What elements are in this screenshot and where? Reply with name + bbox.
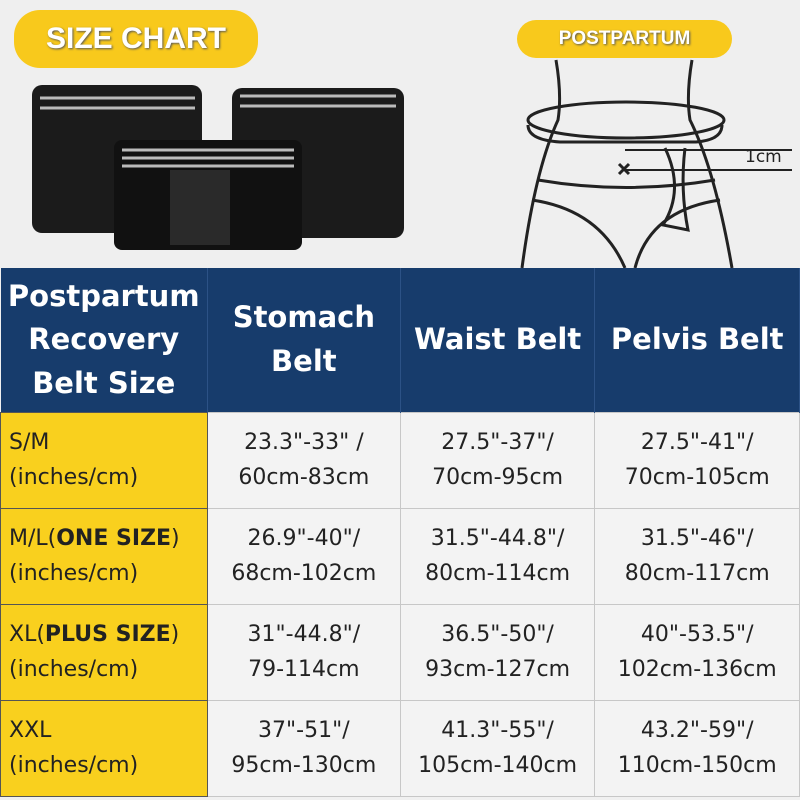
cm-range: 60cm-83cm	[238, 465, 370, 490]
table-row: XXL (inches/cm) 37"-51"/ 95cm-130cm 41.3"-55…	[0, 699, 800, 797]
size-cell: 31.5"-44.8"/ 80cm-114cm	[399, 507, 596, 605]
size-note: PLUS SIZE	[44, 621, 171, 647]
header-pelvis-belt: Pelvis Belt	[594, 268, 800, 412]
cm-range: 110cm-150cm	[617, 753, 777, 778]
size-cell: 27.5"-41"/ 70cm-105cm	[594, 411, 800, 509]
unit-label: (inches/cm)	[9, 657, 139, 682]
waist-measurement-diagram-icon	[520, 59, 792, 268]
size-cell: 26.9"-40"/ 68cm-102cm	[206, 507, 401, 605]
size-cell: 23.3"-33" / 60cm-83cm	[206, 411, 401, 509]
inches-range: 27.5"-41"/	[640, 429, 754, 455]
cm-range: 95cm-130cm	[231, 753, 377, 778]
inches-range: 36.5"-50"/	[441, 621, 554, 647]
header-waist-belt: Waist Belt	[400, 268, 596, 412]
size-name: S/M	[9, 429, 50, 455]
cm-range: 68cm-102cm	[231, 561, 377, 586]
size-label: M/L(ONE SIZE) (inches/cm)	[0, 507, 208, 605]
unit-label: (inches/cm)	[9, 753, 139, 778]
size-label: XXL (inches/cm)	[0, 699, 208, 797]
size-name: XXL	[9, 717, 52, 743]
inches-range: 23.3"-33" /	[244, 429, 364, 455]
cm-range: 105cm-140cm	[418, 753, 578, 778]
size-cell: 43.2"-59"/ 110cm-150cm	[594, 699, 800, 797]
cm-range: 70cm-105cm	[624, 465, 770, 490]
size-note: ONE SIZE	[56, 525, 172, 551]
size-cell: 41.3"-55"/ 105cm-140cm	[399, 699, 596, 797]
size-chart-title: SIZE CHART	[14, 10, 258, 68]
belt-product-images	[32, 85, 404, 250]
table-header-row: Postpartum Recovery Belt Size Stomach Be…	[0, 268, 800, 412]
size-name: XL(	[9, 621, 45, 647]
header-size: Postpartum Recovery Belt Size	[0, 268, 208, 412]
cm-range: 79-114cm	[248, 657, 360, 682]
size-cell: 27.5"-37"/ 70cm-95cm	[399, 411, 596, 509]
unit-label: (inches/cm)	[9, 465, 139, 490]
cm-range: 93cm-127cm	[425, 657, 571, 682]
inches-range: 26.9"-40"/	[247, 525, 361, 551]
size-cell: 31"-44.8"/ 79-114cm	[206, 603, 401, 701]
size-cell: 40"-53.5"/ 102cm-136cm	[594, 603, 800, 701]
postpartum-label: POSTPARTUM	[517, 20, 732, 58]
inches-range: 31.5"-44.8"/	[430, 525, 565, 551]
size-table: Postpartum Recovery Belt Size Stomach Be…	[0, 268, 800, 797]
size-cell: 37"-51"/ 95cm-130cm	[206, 699, 401, 797]
inches-range: 27.5"-37"/	[441, 429, 554, 455]
table-row: S/M (inches/cm) 23.3"-33" / 60cm-83cm 27.5"-…	[0, 411, 800, 509]
cm-range: 102cm-136cm	[617, 657, 777, 682]
unit-label: (inches/cm)	[9, 561, 139, 586]
header-stomach-belt: Stomach Belt	[207, 268, 401, 412]
cm-range: 80cm-117cm	[624, 561, 770, 586]
table-row: M/L(ONE SIZE) (inches/cm) 26.9"-40"/ 68cm-1…	[0, 507, 800, 605]
inches-range: 43.2"-59"/	[640, 717, 754, 743]
inches-range: 31.5"-46"/	[640, 525, 754, 551]
size-label: S/M (inches/cm)	[0, 411, 208, 509]
size-name: M/L(	[9, 525, 57, 551]
size-cell: 31.5"-46"/ 80cm-117cm	[594, 507, 800, 605]
inches-range: 41.3"-55"/	[441, 717, 554, 743]
measure-label: 1cm	[745, 147, 782, 167]
size-close: )	[171, 525, 180, 551]
table-row: XL(PLUS SIZE) (inches/cm) 31"-44.8"/ 79-114…	[0, 603, 800, 701]
product-banner: SIZE CHART POSTPARTUM 1cm	[0, 0, 800, 268]
inches-range: 37"-51"/	[258, 717, 350, 743]
size-label: XL(PLUS SIZE) (inches/cm)	[0, 603, 208, 701]
size-cell: 36.5"-50"/ 93cm-127cm	[399, 603, 596, 701]
cm-range: 70cm-95cm	[432, 465, 564, 490]
inches-range: 31"-44.8"/	[247, 621, 361, 647]
cm-range: 80cm-114cm	[425, 561, 571, 586]
size-close: )	[170, 621, 180, 647]
inches-range: 40"-53.5"/	[640, 621, 754, 647]
